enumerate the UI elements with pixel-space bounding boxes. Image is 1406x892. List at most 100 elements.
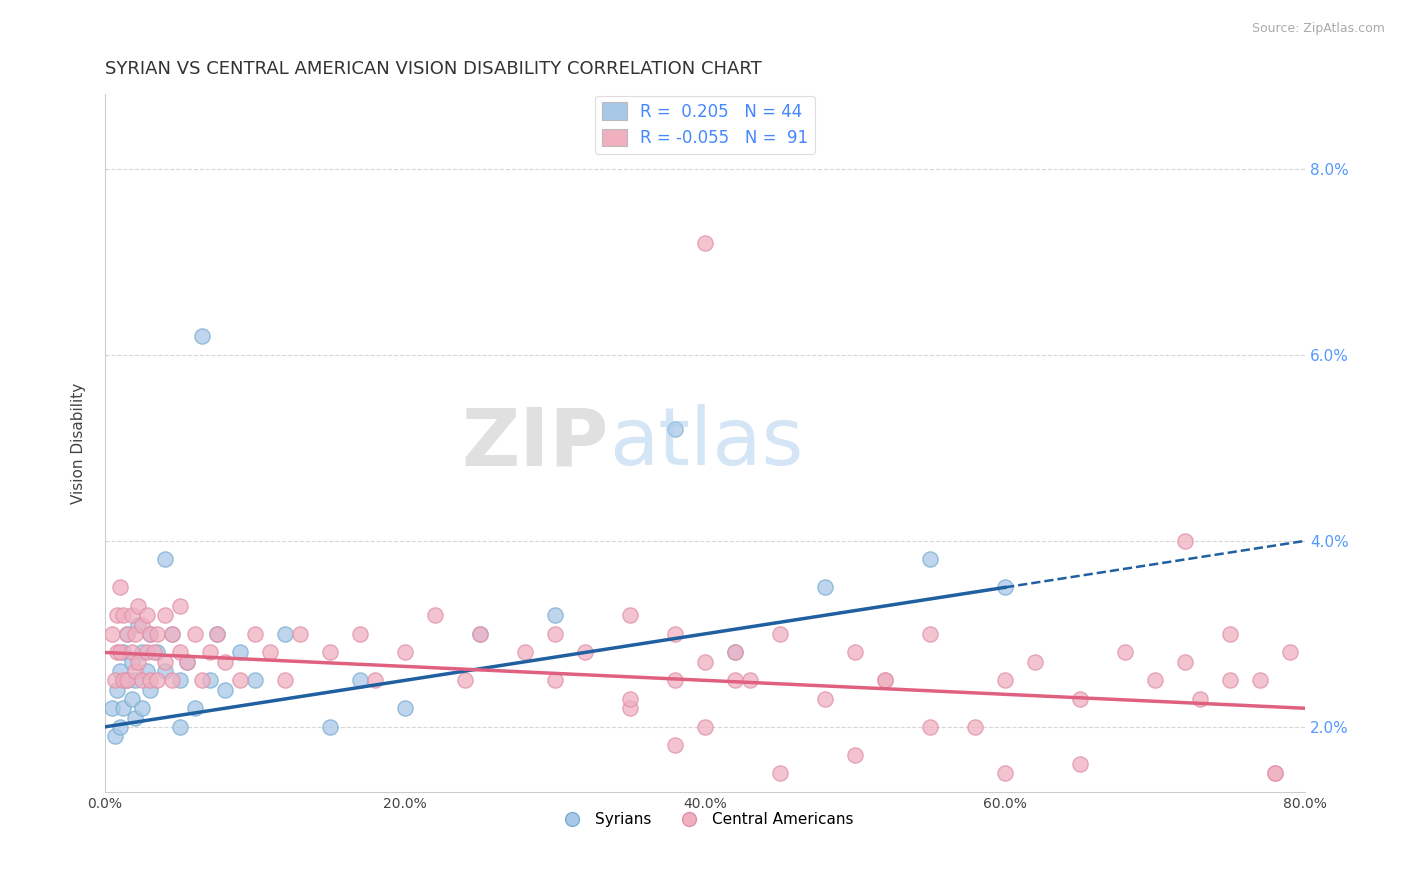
Point bbox=[994, 580, 1017, 594]
Point bbox=[111, 608, 134, 623]
Point bbox=[162, 627, 184, 641]
Point bbox=[176, 655, 198, 669]
Point bbox=[468, 627, 491, 641]
Point bbox=[769, 766, 792, 780]
Point bbox=[111, 645, 134, 659]
Y-axis label: Vision Disability: Vision Disability bbox=[72, 383, 86, 504]
Text: SYRIAN VS CENTRAL AMERICAN VISION DISABILITY CORRELATION CHART: SYRIAN VS CENTRAL AMERICAN VISION DISABI… bbox=[105, 60, 762, 78]
Point bbox=[139, 682, 162, 697]
Point bbox=[994, 673, 1017, 688]
Point bbox=[127, 599, 149, 613]
Point bbox=[1219, 673, 1241, 688]
Legend: Syrians, Central Americans: Syrians, Central Americans bbox=[550, 806, 859, 833]
Point bbox=[143, 645, 166, 659]
Point bbox=[243, 627, 266, 641]
Point bbox=[111, 701, 134, 715]
Point bbox=[1174, 533, 1197, 548]
Point bbox=[918, 552, 941, 566]
Point bbox=[184, 701, 207, 715]
Point bbox=[288, 627, 311, 641]
Point bbox=[454, 673, 477, 688]
Point bbox=[101, 627, 124, 641]
Point bbox=[105, 645, 128, 659]
Point bbox=[111, 673, 134, 688]
Point bbox=[394, 701, 416, 715]
Point bbox=[176, 655, 198, 669]
Point bbox=[1114, 645, 1136, 659]
Point bbox=[229, 673, 252, 688]
Point bbox=[319, 720, 342, 734]
Point bbox=[207, 627, 229, 641]
Point bbox=[136, 645, 159, 659]
Point bbox=[243, 673, 266, 688]
Point bbox=[153, 655, 176, 669]
Point bbox=[994, 766, 1017, 780]
Point bbox=[169, 673, 191, 688]
Point bbox=[121, 655, 143, 669]
Point bbox=[918, 627, 941, 641]
Point bbox=[1174, 655, 1197, 669]
Point bbox=[229, 645, 252, 659]
Point bbox=[619, 692, 641, 706]
Text: atlas: atlas bbox=[609, 404, 803, 483]
Point bbox=[108, 720, 131, 734]
Point bbox=[108, 580, 131, 594]
Point bbox=[349, 627, 371, 641]
Point bbox=[214, 655, 236, 669]
Point bbox=[146, 627, 169, 641]
Point bbox=[544, 627, 567, 641]
Point bbox=[693, 236, 716, 251]
Point bbox=[121, 645, 143, 659]
Point bbox=[139, 673, 162, 688]
Point bbox=[121, 608, 143, 623]
Point bbox=[108, 645, 131, 659]
Point bbox=[664, 673, 686, 688]
Point bbox=[139, 627, 162, 641]
Point bbox=[693, 720, 716, 734]
Point bbox=[169, 599, 191, 613]
Point bbox=[104, 729, 127, 743]
Point bbox=[873, 673, 896, 688]
Point bbox=[198, 645, 221, 659]
Point bbox=[844, 747, 866, 762]
Point bbox=[105, 608, 128, 623]
Point bbox=[664, 739, 686, 753]
Point bbox=[1024, 655, 1046, 669]
Point bbox=[1069, 757, 1091, 772]
Point bbox=[1189, 692, 1212, 706]
Point bbox=[423, 608, 446, 623]
Point bbox=[394, 645, 416, 659]
Point bbox=[468, 627, 491, 641]
Point bbox=[1264, 766, 1286, 780]
Point bbox=[136, 664, 159, 678]
Point bbox=[364, 673, 387, 688]
Point bbox=[184, 627, 207, 641]
Point bbox=[769, 627, 792, 641]
Point bbox=[104, 673, 127, 688]
Point bbox=[169, 645, 191, 659]
Point bbox=[131, 673, 153, 688]
Point bbox=[162, 627, 184, 641]
Point bbox=[544, 608, 567, 623]
Point bbox=[121, 692, 143, 706]
Point bbox=[124, 627, 146, 641]
Point bbox=[619, 608, 641, 623]
Point bbox=[169, 720, 191, 734]
Text: Source: ZipAtlas.com: Source: ZipAtlas.com bbox=[1251, 22, 1385, 36]
Point bbox=[131, 701, 153, 715]
Point bbox=[153, 664, 176, 678]
Point bbox=[108, 664, 131, 678]
Point bbox=[124, 673, 146, 688]
Point bbox=[146, 645, 169, 659]
Point bbox=[1069, 692, 1091, 706]
Point bbox=[117, 627, 139, 641]
Point bbox=[259, 645, 281, 659]
Point bbox=[153, 552, 176, 566]
Point bbox=[131, 617, 153, 632]
Point bbox=[131, 645, 153, 659]
Point bbox=[1249, 673, 1271, 688]
Point bbox=[873, 673, 896, 688]
Point bbox=[664, 422, 686, 436]
Point bbox=[544, 673, 567, 688]
Point bbox=[153, 608, 176, 623]
